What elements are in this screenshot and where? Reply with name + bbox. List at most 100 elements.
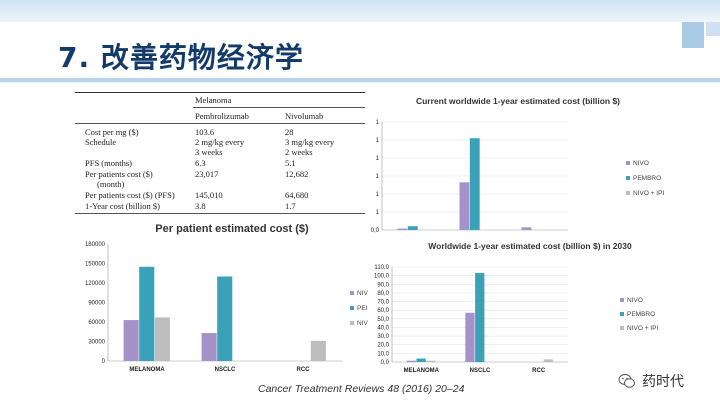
table-row-label: Cost per mg ($): [85, 127, 139, 137]
table-col-header: Nivolumab: [285, 111, 324, 121]
y-tick-label: 0,0: [371, 228, 380, 234]
bar: [154, 317, 170, 361]
legend-label: NIVO + IPI: [627, 325, 658, 332]
legend-swatch: [626, 191, 630, 195]
y-tick-label: 60000: [88, 320, 105, 326]
bar: [123, 320, 139, 361]
table-cell: 6.3: [195, 158, 206, 168]
table-cell: 64,680: [285, 190, 309, 200]
cost-table: Melanoma Pembrolizumab Nivolumab Cost pe…: [75, 92, 375, 216]
deco-block-right-small: [706, 22, 720, 36]
legend-label: PEMBRO: [633, 175, 661, 182]
y-tick-label: 20,0: [377, 343, 389, 349]
y-tick-label: 1: [376, 156, 380, 162]
y-tick-label: 100,0: [374, 274, 390, 280]
table-row-label: PFS (months): [85, 158, 132, 168]
chart-per-patient-svg: Per patient estimated cost ($) 0 30000 6000…: [85, 223, 369, 373]
citation: Cancer Treatment Reviews 48 (2016) 20–24: [258, 383, 465, 395]
y-tick-label: 30,0: [377, 334, 389, 340]
legend-swatch: [626, 161, 630, 165]
table-group-header: Melanoma: [195, 95, 232, 105]
y-tick-label: 1: [376, 138, 380, 144]
legend-label: NIVO: [633, 160, 649, 167]
title-rule: [0, 78, 720, 82]
legend-swatch: [620, 326, 624, 330]
legend-swatch: [620, 312, 624, 316]
y-tick-label: 1: [376, 120, 380, 126]
deco-block-right: [682, 22, 704, 48]
table-group-rule: [193, 107, 365, 108]
bar: [426, 360, 436, 362]
legend-swatch: [350, 291, 354, 295]
chart-current-svg: Current worldwide 1-year estimated cost …: [371, 96, 665, 234]
y-tick-label: 110,0: [374, 265, 389, 271]
legend-swatch: [620, 298, 624, 302]
bar: [201, 333, 217, 361]
y-tick-label: 1: [376, 174, 380, 180]
y-tick-label: 50,0: [377, 317, 389, 323]
x-tick-label: MELANOMA: [129, 367, 165, 373]
legend-label: NIVO: [627, 297, 643, 304]
x-tick-label: RCC: [297, 367, 311, 373]
table-cell: 28: [285, 127, 294, 137]
legend-swatch: [626, 176, 630, 180]
table-top-rule: [75, 92, 365, 93]
chart-title: Worldwide 1-year estimated cost (billion…: [428, 241, 632, 251]
bar: [475, 273, 485, 362]
bar: [217, 276, 233, 361]
wechat-icon: [618, 374, 635, 388]
x-tick-label: NSCLC: [470, 368, 491, 374]
y-tick-label: 1: [376, 192, 380, 198]
table-header-rule: [75, 123, 365, 124]
y-tick-label: 30000: [88, 340, 105, 346]
table-cell: 2 weeks: [285, 147, 313, 157]
bar: [543, 359, 553, 362]
x-tick-label: NSCLC: [215, 367, 236, 373]
bar: [406, 360, 416, 362]
y-tick-label: 10,0: [377, 351, 389, 357]
bar: [139, 266, 155, 361]
table-cell: 3 weeks: [195, 147, 223, 157]
chart-title: Per patient estimated cost ($): [155, 223, 309, 235]
table-bottom-rule: [75, 213, 365, 214]
bar: [407, 226, 418, 230]
y-tick-label: 70,0: [377, 300, 389, 306]
table-cell: 145,010: [195, 190, 223, 200]
y-tick-label: 90,0: [377, 282, 389, 288]
legend-label: NIV: [357, 320, 369, 327]
bar: [469, 138, 480, 230]
table-row-label: (month): [97, 179, 125, 189]
bar: [310, 340, 326, 361]
top-accent-bar: [0, 0, 720, 22]
legend-label: PEMBRO: [627, 311, 655, 318]
x-tick-label: RCC: [532, 368, 546, 374]
title-rule-thin: [0, 82, 720, 83]
legend-label: PEI: [357, 305, 368, 312]
table-cell: 2 mg/kg every: [195, 137, 245, 147]
table-row-label: Per patients cost ($) (PFS): [85, 190, 175, 200]
table-row-label: 1-Year cost (billion $): [85, 201, 160, 211]
y-tick-label: 40,0: [377, 325, 389, 331]
chart-title: Current worldwide 1-year estimated cost …: [416, 96, 620, 106]
table-cell: 12,682: [285, 169, 309, 179]
table-col-header: Pembrolizumab: [195, 111, 249, 121]
bar: [521, 227, 532, 230]
legend-swatch: [350, 306, 354, 310]
y-tick-label: 180000: [85, 242, 106, 248]
legend-label: NIVO + IPI: [633, 190, 664, 197]
bar: [465, 312, 475, 362]
table-row-label: Per patients cost ($): [85, 169, 153, 179]
y-tick-label: 120000: [85, 281, 106, 287]
table-cell: 3 mg/kg every: [285, 137, 335, 147]
y-tick-label: 0: [102, 359, 106, 365]
y-tick-label: 90000: [88, 301, 105, 307]
table-cell: 103.6: [195, 127, 215, 137]
legend-swatch: [350, 321, 354, 325]
y-tick-label: 150000: [85, 262, 106, 268]
y-tick-label: 80,0: [377, 291, 389, 297]
slide-title: 7. 改善药物经济学: [58, 41, 304, 74]
y-tick-label: 60,0: [377, 308, 389, 314]
y-tick-label: 0,0: [381, 360, 390, 366]
table-cell: 1.7: [285, 201, 296, 211]
y-tick-label: 1: [376, 210, 380, 216]
